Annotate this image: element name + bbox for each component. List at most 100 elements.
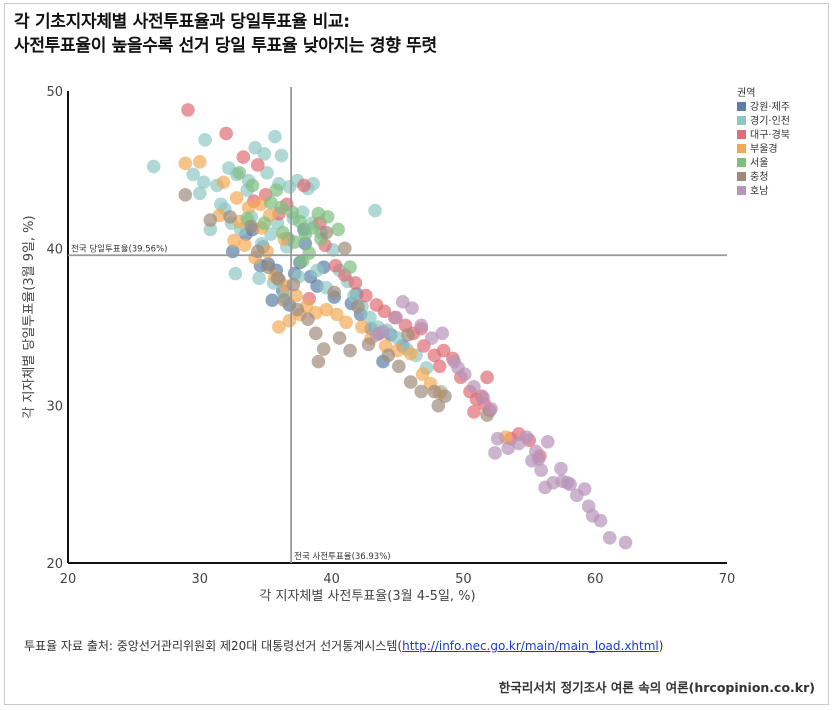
data-point [316, 342, 331, 356]
legend-title: 권역 [737, 87, 755, 99]
data-point [339, 315, 353, 330]
data-point [602, 531, 617, 545]
data-point [311, 206, 326, 221]
data-point [577, 482, 592, 496]
data-point [250, 244, 265, 259]
data-point [272, 320, 286, 334]
reference-lines: 전국 당일투표율(39.56%) 전국 사전투표율(36.93%) [68, 87, 727, 563]
data-point [501, 441, 516, 455]
data-point [264, 195, 278, 210]
reference-label-vertical: 전국 사전투표율(36.93%) [294, 551, 391, 562]
data-point [438, 389, 452, 404]
legend-label: 호남 [750, 185, 768, 197]
x-axis-title: 각 지자체별 사전투표율(3월 4-5일, %) [259, 589, 475, 604]
x-tick-label: 70 [719, 572, 736, 587]
data-point [480, 370, 494, 385]
legend-label: 부울경 [750, 142, 778, 155]
data-point [424, 331, 439, 345]
data-point [554, 461, 568, 476]
data-point [277, 293, 291, 308]
data-point [269, 183, 284, 197]
data-point [282, 313, 297, 328]
data-point [534, 463, 548, 477]
data-point [414, 318, 429, 333]
data-point [286, 277, 301, 292]
data-point [253, 197, 268, 212]
brand-credit: 한국리서치 정기조사 여론 속의 여론(hrcopinion.co.kr) [498, 680, 815, 695]
data-point [593, 513, 608, 528]
data-point [310, 263, 324, 278]
data-point [261, 260, 276, 275]
data-point [351, 299, 365, 314]
x-tick-label: 50 [455, 572, 472, 587]
data-point [274, 200, 289, 215]
data-point [538, 480, 552, 495]
data-point [289, 288, 303, 303]
data-point [223, 210, 237, 224]
data-point [618, 535, 633, 550]
data-point [193, 186, 207, 201]
legend-label: 강원·제주 [750, 101, 790, 113]
data-point [274, 148, 289, 163]
data-point [293, 214, 307, 229]
data-point [232, 166, 247, 180]
data-point [270, 271, 285, 286]
data-point [415, 367, 430, 382]
data-point [327, 285, 342, 300]
y-tick-label: 40 [46, 242, 63, 257]
y-tick-label: 50 [46, 85, 63, 100]
data-point [405, 301, 419, 315]
legend-swatch [737, 158, 746, 167]
data-point [476, 391, 490, 405]
legend-label: 대구·경북 [750, 128, 790, 141]
data-point [427, 384, 442, 399]
data-point [229, 191, 244, 205]
data-point [237, 238, 252, 252]
data-point [308, 326, 323, 341]
data-point [257, 216, 272, 230]
chart-title-line1: 각 기초지자체별 사전투표율과 당일투표율 비교: [14, 12, 350, 32]
data-point [467, 379, 481, 394]
data-point [178, 188, 193, 202]
data-point [403, 375, 418, 389]
data-point [319, 302, 334, 317]
legend-swatch [737, 130, 746, 139]
data-point [252, 271, 266, 286]
data-point [181, 103, 195, 117]
data-point [244, 219, 259, 234]
data-point [488, 446, 502, 460]
x-tick-label: 60 [587, 572, 604, 587]
data-point [328, 258, 343, 273]
data-point [186, 167, 201, 182]
source-link[interactable]: http://info.nec.go.kr/main/main_load.xht… [402, 639, 659, 653]
data-point [285, 205, 299, 219]
data-point [467, 405, 481, 419]
source-suffix: ) [658, 639, 664, 653]
y-axis-title: 각 지자체별 당일투표율(3월 9일, %) [22, 215, 37, 418]
y-tick-label: 30 [46, 400, 63, 415]
data-point [337, 241, 352, 256]
chart-points [146, 103, 633, 550]
data-point [451, 361, 465, 375]
x-tick-label: 20 [60, 572, 77, 587]
data-point [540, 435, 555, 449]
data-point [377, 304, 392, 319]
chart-title: 각 기초지자체별 사전투표율과 당일투표율 비교: 사전투표율이 높을수록 선거… [14, 10, 437, 58]
data-point [301, 312, 315, 326]
legend-swatch [737, 144, 746, 153]
data-point [311, 354, 326, 369]
data-point [403, 346, 418, 361]
data-point [432, 359, 447, 374]
legend-swatch [737, 186, 746, 195]
chart-title-line2: 사전투표율이 높을수록 선거 당일 투표율 낮아지는 경향 뚜렷 [14, 36, 437, 56]
data-point [203, 213, 218, 227]
data-point [381, 348, 396, 363]
data-point [560, 475, 575, 490]
source-note: 투표율 자료 출처: 중앙선거관리위원회 제20대 대통령선거 선거통계시스템(… [24, 637, 663, 654]
data-point [260, 166, 274, 180]
data-point [369, 328, 384, 342]
legend-swatch [737, 102, 746, 111]
data-point [203, 222, 218, 237]
